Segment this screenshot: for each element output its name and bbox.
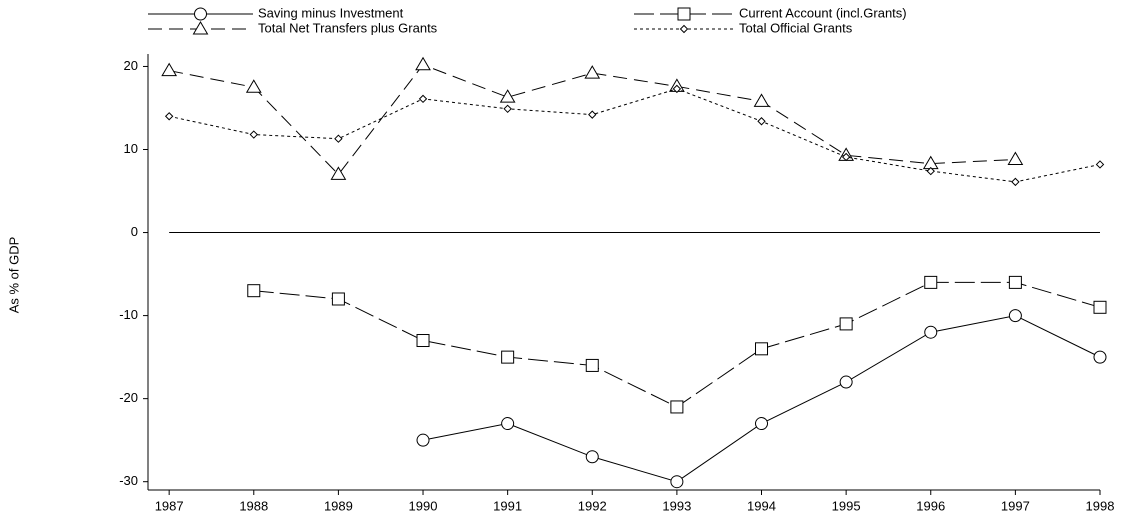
marker (331, 292, 345, 306)
legend-label: Saving minus Investment (258, 5, 404, 20)
marker (330, 166, 347, 180)
marker (753, 93, 770, 107)
x-tick-label: 1993 (662, 498, 691, 513)
x-tick-label: 1994 (747, 498, 776, 513)
marker (839, 317, 853, 331)
x-tick-label: 1989 (324, 498, 353, 513)
marker (245, 79, 262, 93)
legend-label: Total Official Grants (739, 20, 853, 35)
series-line (169, 64, 1016, 176)
marker (247, 284, 261, 298)
marker (416, 433, 430, 447)
series-line (422, 315, 1101, 483)
marker (924, 325, 938, 339)
x-tick-label: 1988 (239, 498, 268, 513)
marker (1095, 160, 1105, 169)
marker (499, 89, 516, 103)
y-tick-label: -20 (119, 390, 138, 405)
y-tick-label: -30 (119, 473, 138, 488)
marker (1008, 275, 1022, 289)
marker (841, 152, 851, 162)
marker (501, 417, 515, 431)
marker (161, 62, 178, 77)
legend-label: Total Net Transfers plus Grants (258, 20, 438, 35)
legend-marker (677, 7, 691, 21)
marker (1007, 151, 1024, 165)
marker (926, 166, 935, 176)
x-tick-label: 1992 (578, 498, 607, 513)
marker (164, 112, 174, 121)
series-line (169, 88, 1101, 183)
x-tick-label: 1991 (493, 498, 522, 513)
marker (588, 110, 597, 119)
y-tick-label: 20 (124, 58, 138, 73)
legend-label: Current Account (incl.Grants) (739, 5, 907, 20)
marker (670, 400, 684, 414)
marker (334, 134, 343, 143)
x-tick-label: 1995 (832, 498, 861, 513)
marker (755, 417, 769, 431)
marker (1093, 350, 1107, 364)
marker (755, 342, 769, 356)
marker (839, 375, 853, 389)
x-tick-label: 1990 (409, 498, 438, 513)
series-line (253, 281, 1101, 408)
legend-marker (679, 24, 689, 34)
y-tick-label: -10 (119, 307, 138, 322)
marker (416, 334, 430, 348)
marker (1093, 300, 1107, 314)
x-tick-label: 1987 (155, 498, 184, 513)
marker (501, 350, 515, 364)
y-axis-label: As % of GDP (6, 237, 21, 314)
x-tick-label: 1998 (1086, 498, 1115, 513)
y-tick-label: 10 (124, 141, 138, 156)
y-tick-label: 0 (131, 224, 138, 239)
marker (503, 104, 512, 114)
marker (1008, 309, 1022, 323)
marker (249, 130, 258, 139)
marker (1011, 177, 1020, 187)
marker (924, 275, 938, 289)
marker (672, 84, 682, 94)
x-tick-label: 1997 (1001, 498, 1030, 513)
marker (585, 358, 599, 372)
marker (922, 155, 939, 170)
marker (670, 475, 684, 489)
marker (415, 56, 431, 71)
x-tick-label: 1996 (916, 498, 945, 513)
marker (757, 117, 766, 126)
marker (418, 94, 428, 104)
marker (584, 65, 601, 79)
marker (585, 450, 599, 464)
legend-marker (194, 7, 207, 21)
legend-marker (192, 21, 209, 35)
